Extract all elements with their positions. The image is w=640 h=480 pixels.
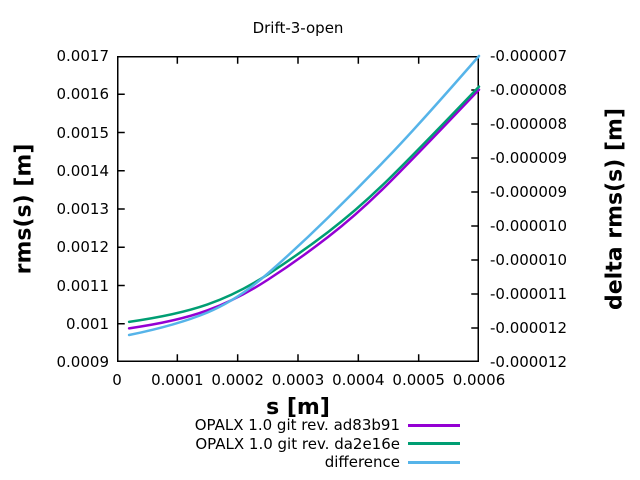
legend-line-sample: [408, 460, 460, 464]
series-line-rms: [127, 88, 481, 330]
y-left-tick-label: 0.0012: [56, 238, 110, 257]
x-tick-label: 0: [112, 371, 122, 389]
legend-item: difference: [60, 453, 460, 472]
legend-item: OPALX 1.0 git rev. ad83b91: [60, 416, 460, 435]
y-left-tick-label: 0.0016: [56, 85, 110, 104]
legend-item-label: OPALX 1.0 git rev. ad83b91: [194, 416, 400, 435]
y-right-tick-label: -0.000008: [490, 81, 567, 99]
y-left-tick-label: 0.0013: [56, 200, 110, 218]
y-right-tick-label: -0.000008: [490, 115, 567, 133]
x-axis-label: s [m]: [266, 395, 330, 420]
legend: OPALX 1.0 git rev. ad83b91 OPALX 1.0 git …: [60, 416, 460, 472]
y-left-tick-label: 0.0011: [56, 276, 110, 295]
x-tick-label: 0.0001: [151, 371, 204, 389]
y-right-tick-label: -0.000010: [490, 217, 567, 235]
y-right-tick-label: -0.000009: [490, 149, 567, 167]
series-line-difference: [127, 54, 481, 337]
y-right-tick-label: -0.000012: [490, 353, 567, 371]
plot-area: [117, 54, 481, 362]
y-left-tick-label: 0.0017: [56, 47, 110, 65]
x-tick-label: 0.0002: [211, 371, 264, 389]
legend-item-label: difference: [324, 453, 400, 472]
y-right-tick-label: -0.000011: [490, 285, 567, 303]
legend-item: OPALX 1.0 git rev. da2e16e: [60, 435, 460, 454]
legend-item-label: OPALX 1.0 git rev. da2e16e: [195, 434, 400, 453]
x-tick-label: 0.0003: [271, 371, 325, 389]
y-right-tick-label: -0.000007: [490, 47, 567, 65]
x-tick-label: 0.0005: [392, 371, 445, 389]
x-tick-label: 0.0006: [452, 371, 506, 389]
y-right-tick-label: -0.000009: [490, 183, 567, 201]
y-right-tick-label: -0.000010: [490, 251, 567, 269]
y-left-tick-label: 0.001: [66, 314, 109, 333]
right-axis-label: delta rms(s) [m]: [602, 108, 628, 310]
plot-border: [117, 56, 479, 362]
legend-line-sample: [408, 423, 460, 427]
y-right-tick-label: -0.000012: [490, 319, 567, 337]
legend-line-sample: [408, 442, 460, 446]
y-left-tick-label: 0.0014: [56, 161, 110, 180]
x-tick-label: 0.0004: [332, 371, 385, 389]
chart-title: Drift-3-open: [252, 19, 344, 37]
series-line-rms: [127, 85, 481, 324]
y-left-tick-label: 0.0009: [56, 353, 110, 371]
y-left-tick-label: 0.0015: [56, 123, 110, 142]
